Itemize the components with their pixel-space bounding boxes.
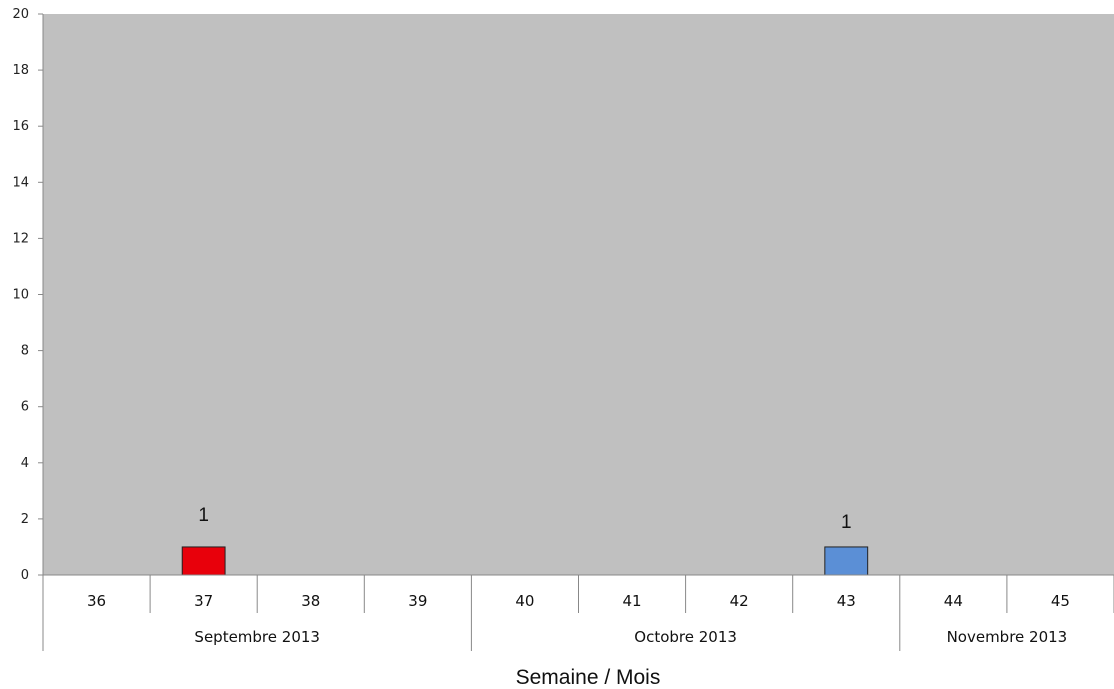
data-label-37: 1 (198, 505, 209, 526)
y-tick-label: 18 (12, 63, 29, 78)
bar-43 (824, 546, 869, 576)
y-tick-label: 20 (12, 7, 29, 22)
y-tick-label: 2 (21, 512, 29, 527)
x-tick-label: 40 (515, 592, 534, 610)
y-tick-label: 6 (21, 400, 29, 415)
x-group-label: Novembre 2013 (947, 628, 1068, 646)
y-axis: 0 2 4 6 8 10 12 14 16 18 20 (12, 7, 44, 583)
plot-area (43, 14, 1114, 575)
x-tick-label: 45 (1051, 592, 1070, 610)
x-axis-title: Semaine / Mois (516, 666, 661, 689)
y-tick-label: 0 (21, 568, 29, 583)
y-tick-label: 4 (21, 456, 29, 471)
y-tick-label: 12 (12, 231, 29, 246)
x-tick-label: 36 (87, 592, 106, 610)
x-group-label: Octobre 2013 (634, 628, 737, 646)
bars (181, 546, 869, 576)
x-axis: 36 37 38 39 40 41 42 43 44 45 Septembre 2013 Octobr… (42, 574, 1114, 651)
y-tick-label: 8 (21, 344, 29, 359)
y-tick-label: 10 (12, 288, 29, 303)
x-tick-label: 37 (194, 592, 213, 610)
x-tick-label: 39 (408, 592, 427, 610)
data-label-43: 1 (841, 512, 852, 533)
x-tick-label: 44 (944, 592, 963, 610)
x-group-label: Septembre 2013 (194, 628, 320, 646)
y-tick-label: 14 (12, 175, 29, 190)
y-tick-label: 16 (12, 119, 29, 134)
x-tick-label: 41 (623, 592, 642, 610)
x-tick-label: 42 (730, 592, 749, 610)
x-tick-label: 43 (837, 592, 856, 610)
bar-37 (181, 546, 226, 576)
x-tick-label: 38 (301, 592, 320, 610)
